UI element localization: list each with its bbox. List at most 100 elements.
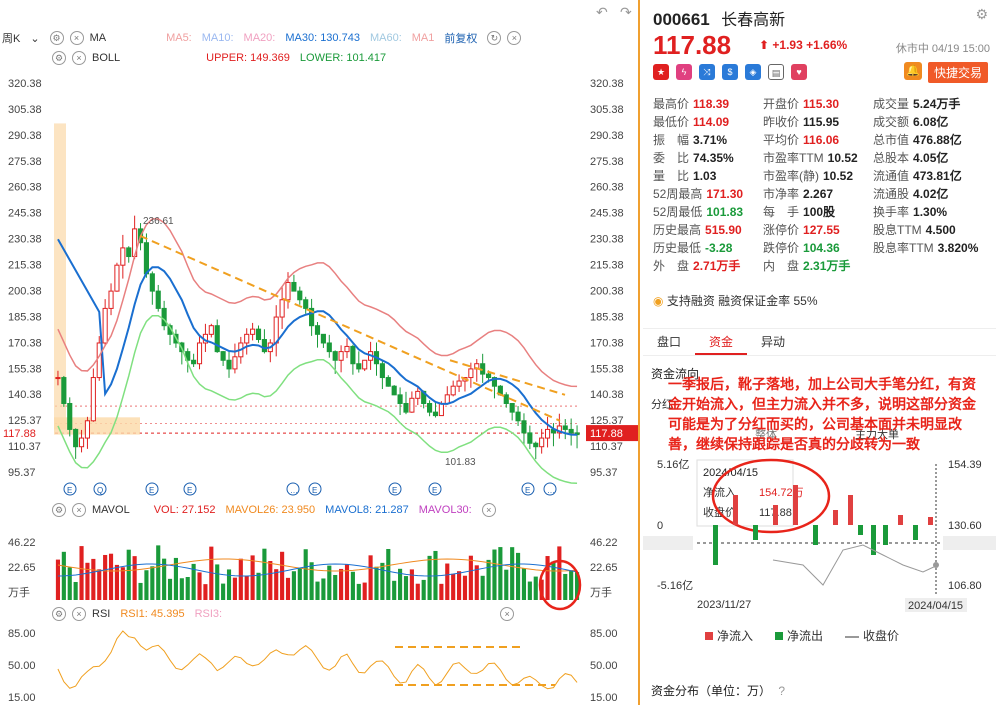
fund-bar: [848, 495, 853, 525]
vol-bar: [315, 581, 320, 600]
shuffle-icon[interactable]: ⤨: [699, 64, 715, 80]
stat-cell: 成交额 6.08亿: [873, 113, 993, 131]
vol-bar: [356, 583, 361, 600]
back-arrow-icon[interactable]: ↶: [596, 4, 608, 20]
dollar-icon[interactable]: $: [722, 64, 738, 80]
stat-label: 股息率TTM: [873, 241, 934, 255]
fund-flow-title: 资金流向: [651, 367, 700, 381]
candle: [444, 394, 450, 404]
highlight-band: [54, 123, 66, 430]
stock-code: 000661: [653, 10, 710, 29]
tab-yidong[interactable]: 异动: [761, 335, 786, 349]
vol-bar: [126, 549, 131, 600]
candle: [486, 373, 492, 379]
high-label: 236.61: [143, 216, 174, 227]
stat-label: 每 手: [763, 205, 800, 219]
settings-icon[interactable]: ⚙: [52, 503, 66, 517]
close-icon[interactable]: ×: [500, 607, 515, 621]
vol-bar: [386, 548, 391, 600]
settings-icon[interactable]: ⚙: [52, 51, 66, 65]
lightning-icon[interactable]: ϟ: [676, 64, 692, 80]
fund-bar: [713, 525, 718, 565]
fq-button[interactable]: 前复权: [444, 33, 478, 45]
settings-icon[interactable]: ⚙: [52, 607, 66, 621]
settings-icon[interactable]: ⚙: [49, 31, 64, 45]
vol-bar: [138, 582, 143, 600]
vol-bar: [344, 564, 350, 600]
fund-y-left: 0: [657, 520, 663, 532]
stat-label: 量 比: [653, 169, 690, 183]
fund-bar: [883, 525, 888, 545]
vol-bar: [226, 569, 232, 600]
vol-bar: [457, 571, 462, 600]
heart-icon[interactable]: ♥: [791, 64, 807, 80]
stat-label: 流通值: [873, 169, 910, 183]
close-icon[interactable]: ×: [72, 503, 86, 517]
close-icon[interactable]: ×: [72, 51, 86, 65]
axis-tag-bg: [943, 536, 996, 550]
candle: [438, 402, 444, 417]
kline-chart[interactable]: 320.38 320.38 305.38 305.38 290.38 290.38 275.…: [0, 0, 638, 705]
vol-bar: [563, 573, 568, 600]
vol-bar: [167, 578, 173, 600]
forward-arrow-icon[interactable]: ↷: [620, 4, 632, 20]
y-tick-left: 290.38: [8, 130, 42, 142]
document-icon[interactable]: ▤: [768, 64, 784, 80]
vol-bar: [185, 576, 190, 600]
refresh-icon[interactable]: ↻: [487, 31, 502, 45]
close-icon[interactable]: ×: [69, 31, 84, 45]
help-icon[interactable]: ?: [778, 684, 786, 698]
vol-bar: [462, 575, 468, 600]
fund-bar: [733, 495, 738, 525]
vol-bar: [409, 569, 414, 600]
fund-bar: [928, 517, 933, 525]
close-icon[interactable]: ×: [481, 503, 496, 517]
stat-cell: 市净率 2.267: [763, 185, 873, 203]
vol-bar: [73, 581, 78, 600]
candle: [326, 342, 332, 353]
stat-cell: 股息率TTM 3.820%: [873, 239, 993, 257]
candle: [220, 351, 226, 361]
tab-zijin[interactable]: 资金: [695, 329, 748, 355]
stats-row: 委 比 74.35% 市盈率TTM 10.52 总股本 4.05亿: [653, 149, 993, 167]
y-tick-left: 215.38: [8, 260, 42, 272]
stat-value: 10.52: [823, 169, 854, 183]
period-selector[interactable]: 周K: [2, 33, 21, 45]
vol-bar: [480, 575, 485, 600]
trend-line: [139, 234, 561, 422]
tag-icon[interactable]: ◈: [745, 64, 761, 80]
settings-icon[interactable]: ⚙: [975, 6, 988, 22]
y-tick-left: 95.37: [8, 467, 36, 479]
china-flag-icon[interactable]: ★: [653, 64, 669, 80]
candle: [450, 385, 456, 396]
chevron-down-icon[interactable]: ⌄: [30, 32, 40, 45]
candle: [279, 299, 285, 318]
close-icon[interactable]: ×: [507, 31, 522, 45]
stat-label: 市盈率TTM: [763, 151, 824, 165]
vol-bar: [574, 572, 580, 600]
bell-icon[interactable]: 🔔: [904, 62, 922, 80]
stat-label: 总股本: [873, 151, 910, 165]
stat-value: 6.08亿: [913, 115, 949, 129]
event-marker-label: E: [67, 486, 72, 495]
fund-y-left: 5.16亿: [657, 458, 689, 471]
close-price-line: [772, 544, 939, 586]
candle: [149, 273, 155, 292]
quick-trade-button[interactable]: 快捷交易: [927, 62, 988, 83]
stats-row: 历史最高 515.90 涨停价 127.55 股息TTM 4.500: [653, 221, 993, 239]
stat-label: 流通股: [873, 187, 910, 201]
vol-bar: [215, 564, 220, 600]
tab-pankou[interactable]: 盘口: [657, 335, 682, 349]
vol-bar: [350, 571, 355, 600]
vol-bar: [55, 559, 61, 600]
stat-label: 平均价: [763, 133, 800, 147]
boll-lower-line: [57, 314, 578, 484]
close-icon[interactable]: ×: [72, 607, 86, 621]
y-tick-left: 305.38: [8, 104, 42, 116]
mavol8-line: [57, 563, 578, 577]
fund-flow-chart[interactable]: 分红整体主力大单5.16亿0-1.2亿-5.16亿154.39130.60125…: [643, 360, 996, 620]
event-marker-label: E: [392, 486, 397, 495]
candle: [78, 437, 85, 448]
trend-line: [449, 359, 566, 396]
kline-toolbar: 周K ⌄ ⚙ × MA MA5: MA10: MA20: MA30: 130.7…: [2, 28, 527, 48]
